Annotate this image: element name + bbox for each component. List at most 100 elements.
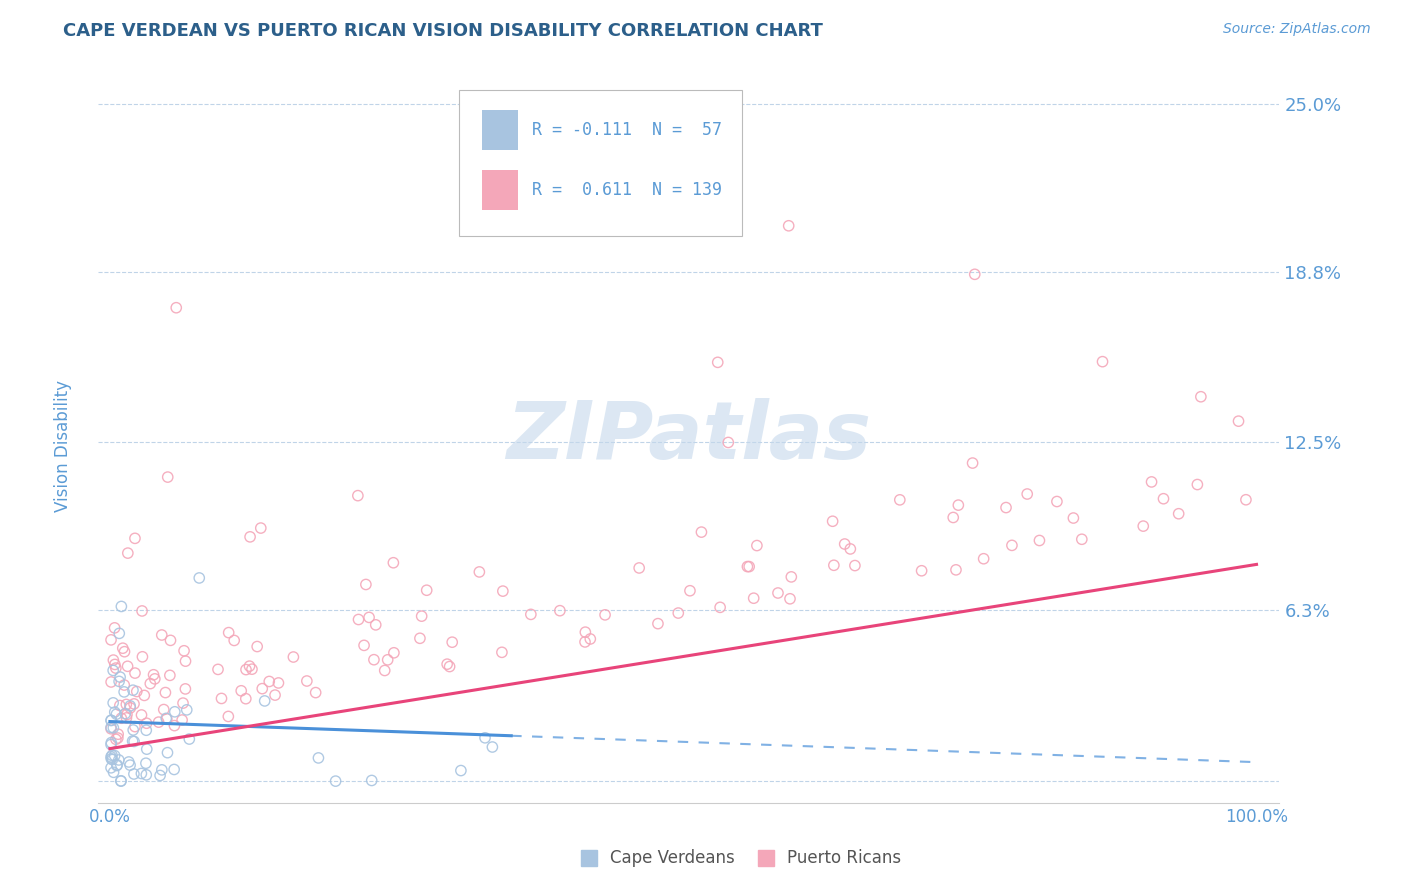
Point (780, 570, 803, 584)
Point (283, 650, 305, 665)
Point (124, 666, 146, 681)
Point (1153, 491, 1175, 506)
Text: Cape Verdeans: Cape Verdeans (610, 848, 734, 867)
Point (450, 764, 472, 778)
Point (374, 664, 396, 678)
Point (415, 583, 437, 598)
Point (115, 698, 138, 712)
FancyBboxPatch shape (482, 170, 517, 211)
Point (103, 653, 125, 667)
Point (305, 685, 328, 699)
Point (207, 662, 229, 676)
Point (139, 676, 162, 690)
Point (267, 676, 290, 690)
Point (252, 681, 274, 696)
Point (239, 530, 262, 544)
Point (120, 698, 142, 713)
Point (240, 662, 263, 676)
Point (155, 711, 177, 725)
Point (942, 510, 965, 524)
Point (100, 722, 122, 736)
Point (1132, 519, 1154, 533)
Point (579, 632, 602, 646)
Point (468, 565, 491, 579)
Text: Vision Disability: Vision Disability (55, 380, 72, 512)
Point (481, 739, 503, 754)
Point (156, 712, 179, 726)
FancyBboxPatch shape (458, 90, 742, 236)
Point (218, 625, 240, 640)
Point (1001, 538, 1024, 552)
Point (100, 738, 122, 752)
Point (118, 755, 141, 769)
Point (163, 705, 186, 719)
Point (100, 736, 122, 750)
Point (115, 707, 138, 722)
Point (593, 607, 616, 622)
Point (143, 672, 166, 686)
Point (945, 563, 967, 577)
Text: CAPE VERDEAN VS PUERTO RICAN VISION DISABILITY CORRELATION CHART: CAPE VERDEAN VS PUERTO RICAN VISION DISA… (63, 22, 823, 40)
Point (441, 635, 464, 649)
Point (962, 456, 984, 470)
Point (111, 641, 134, 656)
Point (149, 768, 172, 782)
Point (492, 584, 515, 599)
Point (150, 763, 173, 777)
Point (821, 514, 844, 528)
Text: R =  0.611  N = 139: R = 0.611 N = 139 (531, 181, 721, 199)
Point (474, 731, 496, 745)
Point (231, 683, 253, 698)
Point (159, 668, 181, 682)
Point (520, 607, 543, 622)
Point (131, 649, 153, 664)
Point (360, 773, 382, 788)
Point (142, 667, 165, 681)
Point (107, 727, 129, 741)
Point (235, 663, 257, 677)
Point (112, 678, 135, 692)
Text: Source: ZipAtlas.com: Source: ZipAtlas.com (1223, 22, 1371, 37)
Point (104, 621, 127, 635)
Point (174, 654, 197, 668)
Point (745, 539, 768, 553)
Point (973, 551, 995, 566)
Point (135, 768, 157, 782)
Point (717, 435, 740, 450)
Point (709, 600, 731, 615)
Point (766, 586, 789, 600)
Point (121, 734, 143, 748)
Point (382, 646, 405, 660)
Point (104, 657, 127, 672)
Text: Puerto Ricans: Puerto Ricans (787, 848, 901, 867)
Point (364, 617, 387, 632)
Point (105, 757, 128, 772)
Point (108, 626, 131, 640)
Point (377, 653, 399, 667)
Point (834, 537, 856, 551)
Point (778, 219, 800, 233)
Point (347, 613, 370, 627)
Point (737, 559, 759, 574)
Point (135, 742, 157, 756)
Point (628, 561, 651, 575)
Point (307, 751, 329, 765)
Point (172, 696, 194, 710)
Point (823, 558, 845, 573)
Point (253, 694, 276, 708)
Point (107, 753, 129, 767)
Point (124, 720, 146, 734)
Point (690, 525, 713, 540)
Point (107, 731, 129, 745)
Point (176, 703, 198, 717)
Point (647, 616, 669, 631)
Point (100, 720, 122, 734)
Point (948, 498, 970, 512)
Point (150, 628, 173, 642)
Point (363, 653, 385, 667)
Point (115, 711, 138, 725)
Point (101, 748, 124, 763)
Point (110, 711, 132, 725)
Point (131, 708, 153, 723)
Point (124, 532, 146, 546)
